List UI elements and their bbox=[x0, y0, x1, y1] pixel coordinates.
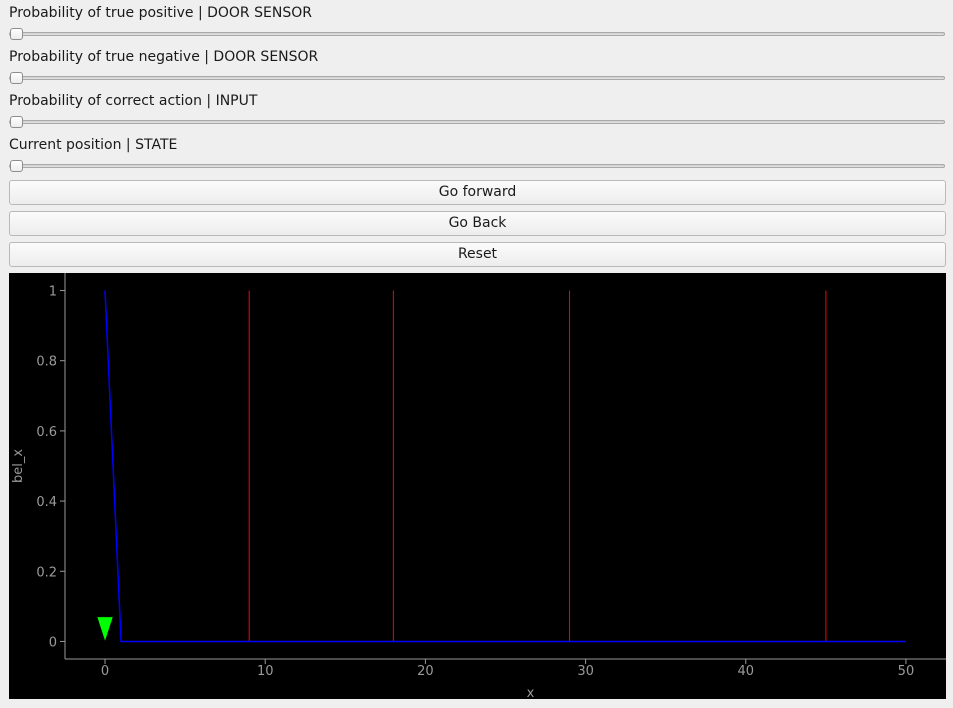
correct-action-slider[interactable] bbox=[9, 120, 945, 124]
current-position-slider-handle[interactable] bbox=[10, 160, 23, 172]
x-tick-label: 0 bbox=[101, 664, 109, 679]
y-tick-label: 0.4 bbox=[36, 495, 57, 510]
reset-button[interactable]: Reset bbox=[9, 242, 946, 267]
y-tick-label: 0 bbox=[49, 635, 57, 650]
correct-action-slider-handle[interactable] bbox=[10, 116, 23, 128]
x-tick-label: 30 bbox=[577, 664, 594, 679]
true-negative-slider-handle[interactable] bbox=[10, 72, 23, 84]
x-tick-label: 20 bbox=[417, 664, 434, 679]
true-positive-slider[interactable] bbox=[9, 32, 945, 36]
true-negative-slider[interactable] bbox=[9, 76, 945, 80]
belief-plot: 0 0.2 0.4 0.6 0.8 1 0 10 20 30 40 50 x bel_x bbox=[9, 273, 946, 699]
true-positive-slider-handle[interactable] bbox=[10, 28, 23, 40]
true-negative-label: Probability of true negative | DOOR SENS… bbox=[9, 49, 319, 65]
y-tick-label: 0.2 bbox=[36, 565, 57, 580]
x-tick-label: 40 bbox=[737, 664, 754, 679]
belief-line bbox=[104, 290, 906, 643]
y-tick-label: 0.6 bbox=[36, 425, 57, 440]
x-tick-label: 10 bbox=[257, 664, 274, 679]
go-back-button[interactable]: Go Back bbox=[9, 211, 946, 236]
true-positive-label: Probability of true positive | DOOR SENS… bbox=[9, 5, 312, 21]
y-tick-label: 0.8 bbox=[36, 355, 57, 370]
y-axis-label: bel_x bbox=[11, 449, 26, 483]
y-tick-label: 1 bbox=[49, 285, 57, 300]
correct-action-label: Probability of correct action | INPUT bbox=[9, 93, 258, 109]
x-tick-label: 50 bbox=[898, 664, 915, 679]
current-position-slider[interactable] bbox=[9, 164, 945, 168]
go-forward-button[interactable]: Go forward bbox=[9, 180, 946, 205]
current-position-label: Current position | STATE bbox=[9, 137, 178, 153]
robot-position-marker bbox=[96, 616, 114, 643]
x-axis-label: x bbox=[527, 686, 535, 699]
